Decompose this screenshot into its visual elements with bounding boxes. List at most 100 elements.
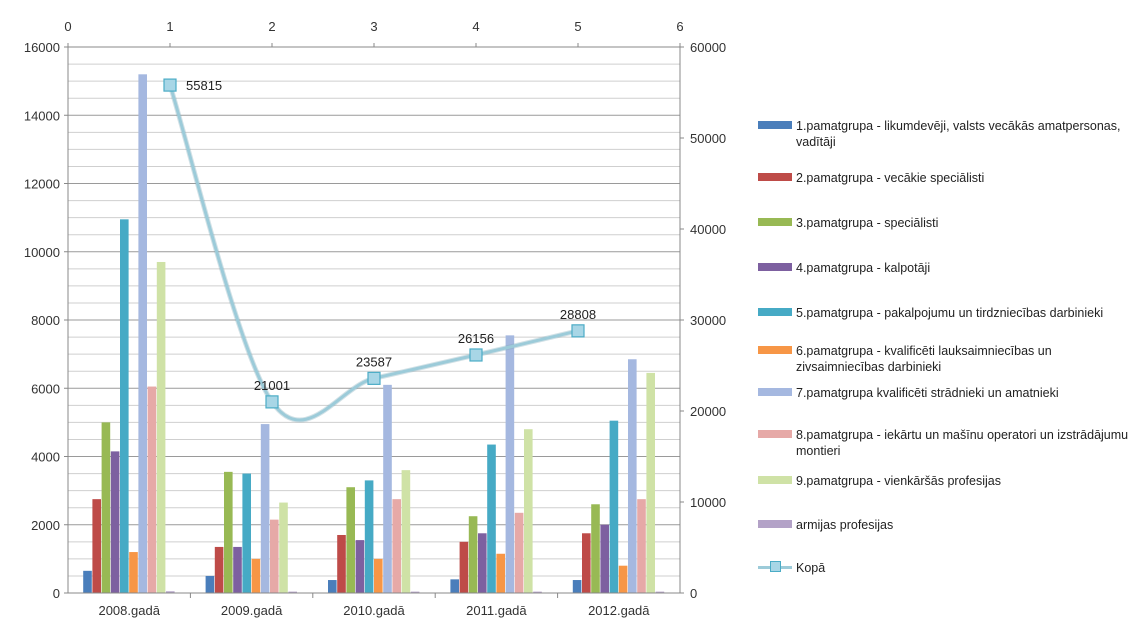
bar <box>410 591 420 593</box>
y2-tick-label: 20000 <box>690 404 726 419</box>
data-label: 21001 <box>254 378 290 393</box>
bar <box>224 471 233 593</box>
legend-item-2: 2.pamatgrupa - vecākie speciālisti <box>758 170 1133 215</box>
legend: 1.pamatgrupa - likumdevēji, valsts vecāk… <box>758 118 1133 580</box>
legend-swatch-6 <box>758 346 792 354</box>
bar <box>337 534 346 593</box>
legend-label-4: 4.pamatgrupa - kalpotāji <box>796 261 931 275</box>
legend-label-10: armijas profesijas <box>796 518 894 532</box>
legend-label-total: Kopā <box>796 561 826 575</box>
legend-label-6: 6.pamatgrupa - kvalificēti lauksaimniecī… <box>796 344 1052 374</box>
bar <box>524 429 533 593</box>
line-marker <box>367 371 381 385</box>
x-category-label: 2012.gadā <box>588 603 650 618</box>
bar <box>279 502 288 593</box>
bar <box>288 591 297 593</box>
bar <box>83 570 92 593</box>
y2-tick-label: 50000 <box>690 131 726 146</box>
line-marker <box>469 348 483 362</box>
x2-tick-label: 1 <box>166 19 173 34</box>
x2-tick-label: 0 <box>64 19 71 34</box>
bar <box>328 580 337 593</box>
x2-tick-label: 5 <box>574 19 581 34</box>
legend-label-5: 5.pamatgrupa - pakalpojumu un tirdzniecī… <box>796 306 1104 320</box>
legend-item-3: 3.pamatgrupa - speciālisti <box>758 215 1133 260</box>
legend-item-total: Kopā <box>758 560 1133 580</box>
total-line: 55815 21001 23587 26156 28808 <box>163 78 596 423</box>
y-tick-label: 16000 <box>24 40 60 55</box>
line-shadow <box>167 84 579 423</box>
bar <box>233 546 242 593</box>
bar <box>214 546 224 593</box>
y-tick-label: 10000 <box>24 245 60 260</box>
category-labels: 2008.gadā 2009.gadā 2010.gadā 2011.gadā 2012… <box>98 593 650 618</box>
y-tick-label: 8000 <box>31 313 60 328</box>
y2-tick-label: 60000 <box>690 40 726 55</box>
y2-tick-label: 40000 <box>690 222 726 237</box>
y2-tick-label: 10000 <box>690 495 726 510</box>
x-category-label: 2009.gadā <box>221 603 283 618</box>
bar <box>459 541 469 593</box>
legend-item-5: 5.pamatgrupa - pakalpojumu un tirdzniecī… <box>758 305 1133 343</box>
y2-tick-label: 0 <box>690 586 697 601</box>
legend-swatch-2 <box>758 173 792 181</box>
y2-tick-label: 30000 <box>690 313 726 328</box>
x2-tick-label: 2 <box>268 19 275 34</box>
data-label: 55815 <box>186 78 222 93</box>
x2-tick-label: 4 <box>472 19 479 34</box>
bar <box>496 553 505 593</box>
legend-marker-total <box>770 561 781 572</box>
y-tick-label: 6000 <box>31 381 60 396</box>
bar <box>383 384 392 593</box>
data-label: 28808 <box>560 307 596 322</box>
bar <box>355 540 365 593</box>
y-tick-label: 4000 <box>31 450 60 465</box>
x2-tick-label: 3 <box>370 19 377 34</box>
bar <box>487 444 496 593</box>
line-marker <box>571 324 585 338</box>
bar <box>242 473 251 593</box>
y-axis-right-ticks: 0 10000 20000 30000 40000 50000 60000 <box>680 40 726 601</box>
bar <box>392 499 401 593</box>
bar <box>646 372 655 593</box>
legend-label-8: 8.pamatgrupa - iekārtu un mašīnu operato… <box>796 428 1129 458</box>
bar <box>637 499 646 593</box>
legend-item-4: 4.pamatgrupa - kalpotāji <box>758 260 1133 305</box>
legend-label-1: 1.pamatgrupa - likumdevēji, valsts vecāk… <box>796 119 1121 149</box>
bar <box>450 579 459 593</box>
legend-label-2: 2.pamatgrupa - vecākie speciālisti <box>796 171 985 185</box>
bar <box>120 219 129 594</box>
line-marker <box>265 395 279 409</box>
bar <box>110 451 120 593</box>
bar <box>655 591 665 593</box>
legend-item-1: 1.pamatgrupa - likumdevēji, valsts vecāk… <box>758 118 1133 170</box>
bar <box>346 487 355 593</box>
bar <box>628 359 637 593</box>
bar <box>514 512 524 593</box>
legend-label-9: 9.pamatgrupa - vienkāršās profesijas <box>796 474 1001 488</box>
line-marker <box>163 78 177 92</box>
bar <box>138 74 147 594</box>
y-tick-label: 0 <box>53 586 60 601</box>
bar <box>129 552 138 593</box>
legend-swatch-7 <box>758 388 792 396</box>
bar <box>205 575 215 593</box>
legend-item-10: armijas profesijas <box>758 517 1133 560</box>
legend-item-9: 9.pamatgrupa - vienkāršās profesijas <box>758 473 1133 517</box>
bar <box>600 524 609 593</box>
bar <box>270 519 279 593</box>
bar <box>618 565 628 593</box>
x-axis-top-ticks: 0 1 2 3 4 5 6 <box>64 19 684 47</box>
legend-swatch-5 <box>758 308 792 316</box>
bar <box>374 558 383 593</box>
legend-swatch-9 <box>758 476 792 484</box>
legend-label-3: 3.pamatgrupa - speciālisti <box>796 216 939 230</box>
bar <box>582 533 591 593</box>
bar <box>156 261 166 593</box>
line-path <box>168 84 579 422</box>
bar <box>505 335 515 593</box>
legend-item-7: 7.pamatgrupa kvalificēti strādnieki un a… <box>758 385 1133 427</box>
legend-swatch-1 <box>758 121 792 129</box>
y-tick-label: 2000 <box>31 518 60 533</box>
